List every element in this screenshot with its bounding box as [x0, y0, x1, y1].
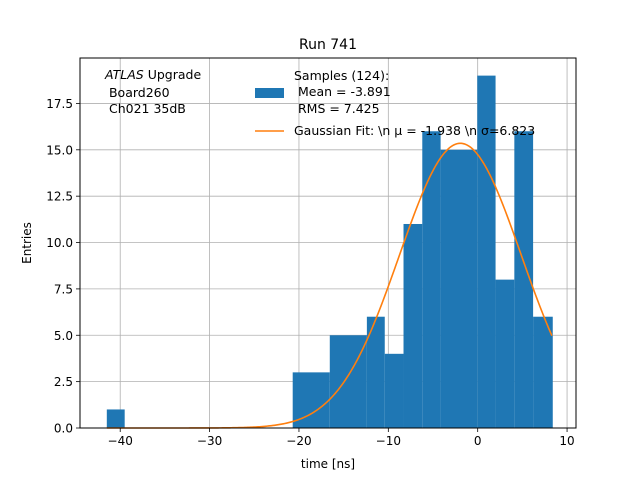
histogram-bars: [106, 75, 553, 428]
x-tick-label: −30: [197, 434, 222, 448]
legend-hist-swatch: [255, 88, 284, 98]
histogram-bar: [495, 279, 515, 428]
x-tick-label: −10: [376, 434, 401, 448]
atlas-annotation: ATLAS Upgrade Board260 Ch021 35dB: [104, 67, 201, 116]
y-tick-label: 12.5: [46, 190, 73, 204]
legend-hist-line-3: RMS = 7.425: [294, 101, 380, 116]
annotation-line-2: Board260: [105, 85, 170, 100]
x-tick-label: −20: [286, 434, 311, 448]
x-tick-label: −40: [108, 434, 133, 448]
y-tick-label: 5.0: [54, 329, 73, 343]
histogram-bar: [422, 131, 441, 428]
chart-title: Run 741: [299, 37, 357, 53]
legend-hist-line-2: Mean = -3.891: [294, 84, 391, 99]
histogram-bar: [329, 335, 367, 428]
y-tick-label: 7.5: [54, 282, 73, 296]
annotation-line-1: ATLAS Upgrade: [104, 67, 201, 82]
legend-fit-label: Gaussian Fit: \n μ = -1.938 \n σ=6.823: [294, 123, 535, 138]
histogram-bar: [533, 316, 553, 428]
legend: Samples (124): Mean = -3.891 RMS = 7.425…: [255, 68, 535, 138]
y-tick-label: 2.5: [54, 375, 73, 389]
y-tick-label: 15.0: [46, 143, 73, 157]
histogram-bar: [384, 353, 404, 428]
histogram-bar: [106, 409, 125, 428]
x-axis-label: time [ns]: [301, 457, 355, 471]
annotation-italic: ATLAS: [104, 67, 144, 82]
x-tick-label: 10: [559, 434, 574, 448]
histogram-bar: [477, 75, 496, 428]
x-axis-ticks: −40 −30 −20 −10 0 10: [108, 428, 575, 448]
histogram-bar: [514, 131, 534, 428]
y-tick-label: 17.5: [46, 97, 73, 111]
histogram-bar: [366, 316, 385, 428]
annotation-normal: Upgrade: [144, 67, 202, 82]
legend-hist-line-1: Samples (124):: [294, 68, 389, 83]
annotation-line-3: Ch021 35dB: [105, 101, 186, 116]
histogram-bar: [403, 223, 423, 428]
y-tick-label: 10.0: [46, 236, 73, 250]
y-tick-label: 0.0: [54, 422, 73, 436]
y-axis-label: Entries: [20, 222, 34, 264]
y-axis-ticks: 0.0 2.5 5.0 7.5 10.0 12.5 15.0 17.5: [46, 97, 80, 436]
plot-frame: [79, 57, 577, 429]
histogram-bar: [440, 149, 478, 428]
x-tick-label: 0: [474, 434, 482, 448]
